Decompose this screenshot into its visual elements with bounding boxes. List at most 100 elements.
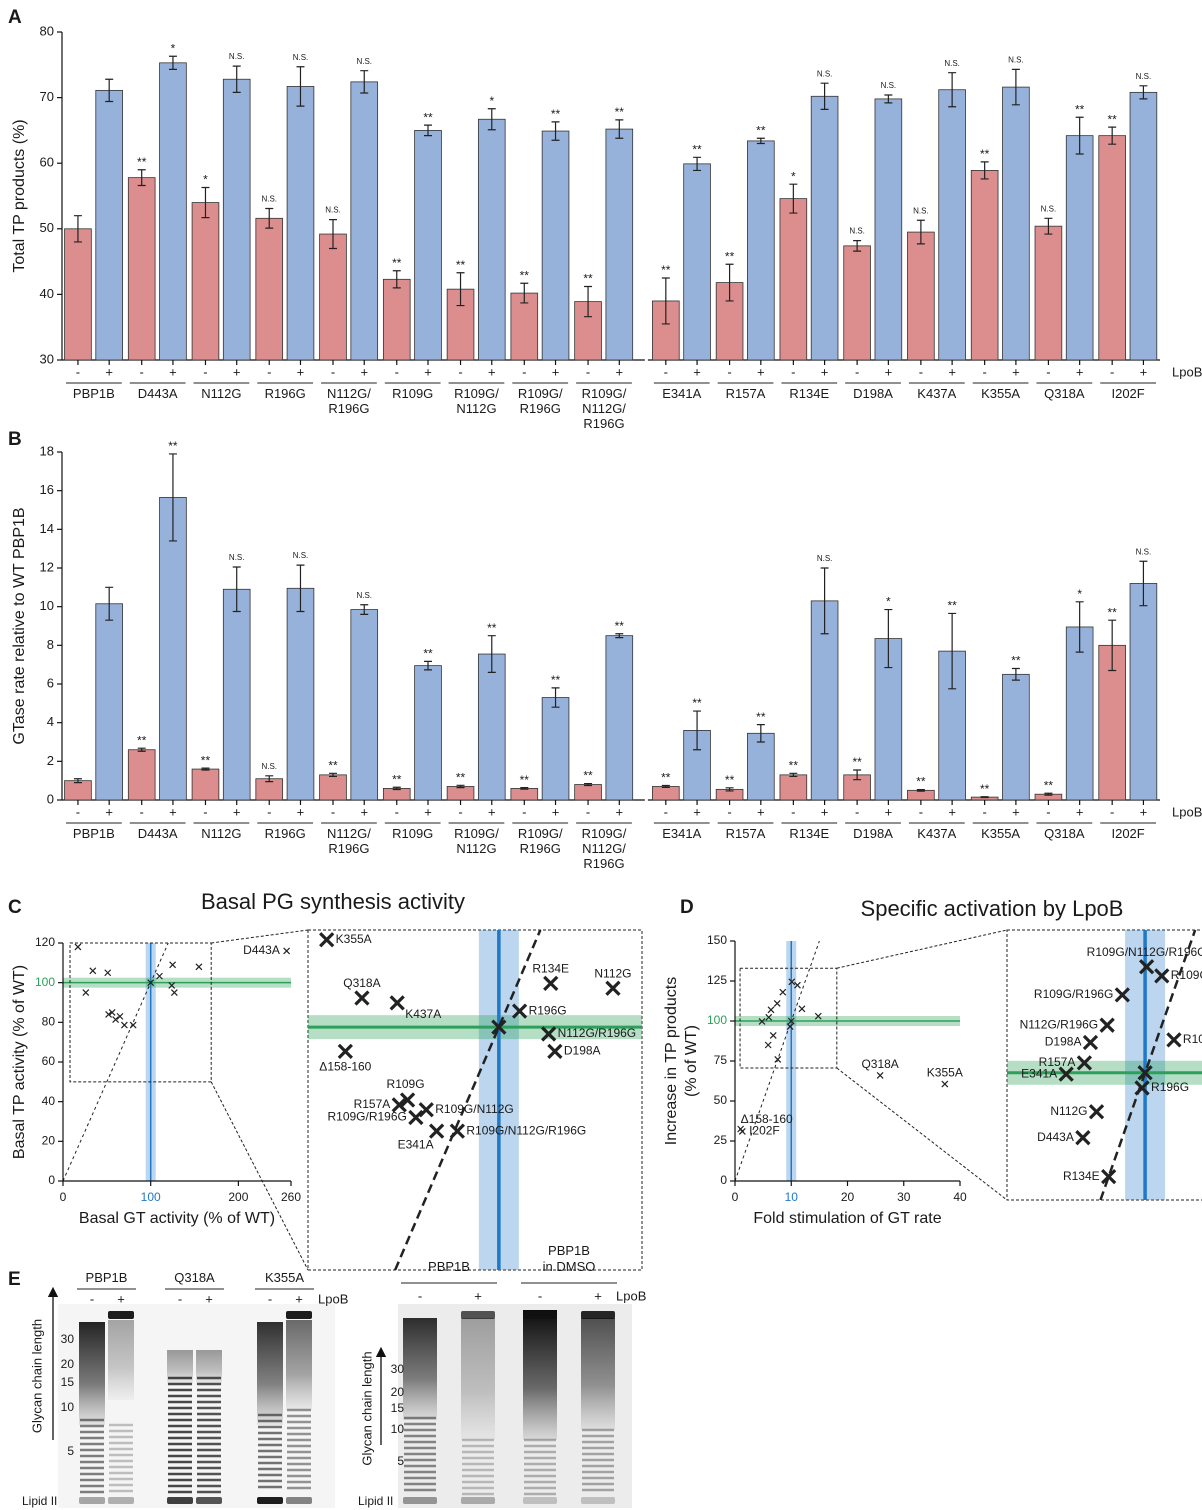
panel-letter: C [8,897,22,918]
point [196,964,202,970]
category-label-line: R196G [265,386,306,401]
inset-point [1090,1105,1103,1118]
significance: N.S. [1008,56,1024,65]
significance: ** [392,256,402,270]
bar [1130,583,1157,800]
category-label: E341A [662,826,701,841]
point-label: E341A [1021,1066,1057,1080]
significance: ** [551,107,561,121]
significance: ** [137,155,147,169]
significance: ** [615,619,625,633]
point [799,1006,805,1012]
condition-label: + [757,364,765,379]
category-label-line: Q318A [1044,386,1085,401]
lane-label: PBP1Bin DMSO [543,1243,596,1274]
condition-label: - [203,804,207,819]
significance: N.S. [1136,72,1152,81]
point-label: R109G/N112G/R196G [466,1123,586,1137]
point [171,990,177,996]
significance: N.S. [881,81,897,90]
condition-label: - [727,364,731,379]
bar [1066,627,1093,800]
inset-point [544,977,557,990]
condition-label: + [488,364,496,379]
bar [575,785,602,800]
y-tick-label: 100 [35,975,55,989]
category-label: D443A [138,386,178,401]
y-tick-label: 80 [40,23,54,38]
gel-lipid-band [196,1497,222,1504]
zoom-connector [211,1082,308,1270]
category-label-line: R196G [328,841,369,856]
y-tick-label: 2 [47,753,54,768]
category-label-line: N112G/ [327,826,371,841]
x-tick-label: 200 [228,1190,248,1204]
point-label: D198A [564,1044,601,1058]
inset-point [1084,1036,1097,1049]
y-axis-label: GTase rate relative to WT PBP1B [11,507,28,744]
category-label-line: K355A [981,386,1020,401]
category-label-line: D198A [853,826,893,841]
x-tick-label: 100 [141,1190,161,1204]
category-label-line: N112G [456,841,496,856]
gel-tick-label: 15 [61,1375,75,1389]
condition-label: + [488,804,496,819]
y-axis-label-line: (% of WT) [683,1025,700,1097]
point-label: I202F [749,1124,780,1138]
point-label: Δ158-160 [319,1060,371,1074]
y-tick-label: 60 [40,155,54,170]
category-label: R157A [726,386,766,401]
condition-label: + [205,1291,213,1306]
reference-line [735,941,819,1181]
bar [844,246,871,360]
bar [223,589,250,800]
significance: ** [852,755,862,769]
bar [1003,674,1030,800]
point-label: N112G [1050,1104,1087,1118]
point-label: D443A [243,943,280,957]
significance: ** [137,733,147,747]
inset-point [1167,1033,1180,1046]
significance: ** [520,773,530,787]
inset-point [339,1045,352,1058]
bar [320,234,347,360]
inset-point [1076,1131,1089,1144]
category-label-line: N112G/ [582,401,626,416]
category-label-line: PBP1B [73,826,115,841]
condition-label: - [1110,364,1114,379]
condition-label: - [267,364,271,379]
condition-label: - [791,364,795,379]
category-label-line: E341A [662,826,701,841]
bar [65,229,92,360]
bar [223,79,250,360]
gel-top-band [581,1311,615,1319]
category-label: K355A [981,826,1020,841]
bar [811,96,838,360]
point [170,962,176,968]
condition-label: + [757,804,765,819]
y-tick-label: 10 [40,598,54,613]
significance: ** [692,696,702,710]
significance: N.S. [1041,204,1057,213]
condition-label: - [855,804,859,819]
x-tick-label: 30 [897,1190,911,1204]
significance: ** [661,771,671,785]
figure: A304050607080Total TP products (%)-+PBP1… [0,0,1202,1510]
significance: ** [980,782,990,796]
category-label-line: R157A [726,826,766,841]
bar [907,790,934,800]
category-label-line: D443A [138,386,178,401]
category-label: R196G [265,826,306,841]
bar [287,86,314,360]
gel-lipid-band [581,1497,615,1504]
gel-top-band [108,1311,134,1319]
category-label: R109G [392,386,433,401]
condition-label: + [233,804,241,819]
condition-label: - [76,804,80,819]
category-label-line: R109G/ [454,826,499,841]
condition-label: - [1046,364,1050,379]
lane-label: PBP1B [428,1259,470,1274]
condition-label: + [117,1291,125,1306]
significance: ** [1108,605,1118,619]
legend-label: LpoB [1172,804,1202,819]
